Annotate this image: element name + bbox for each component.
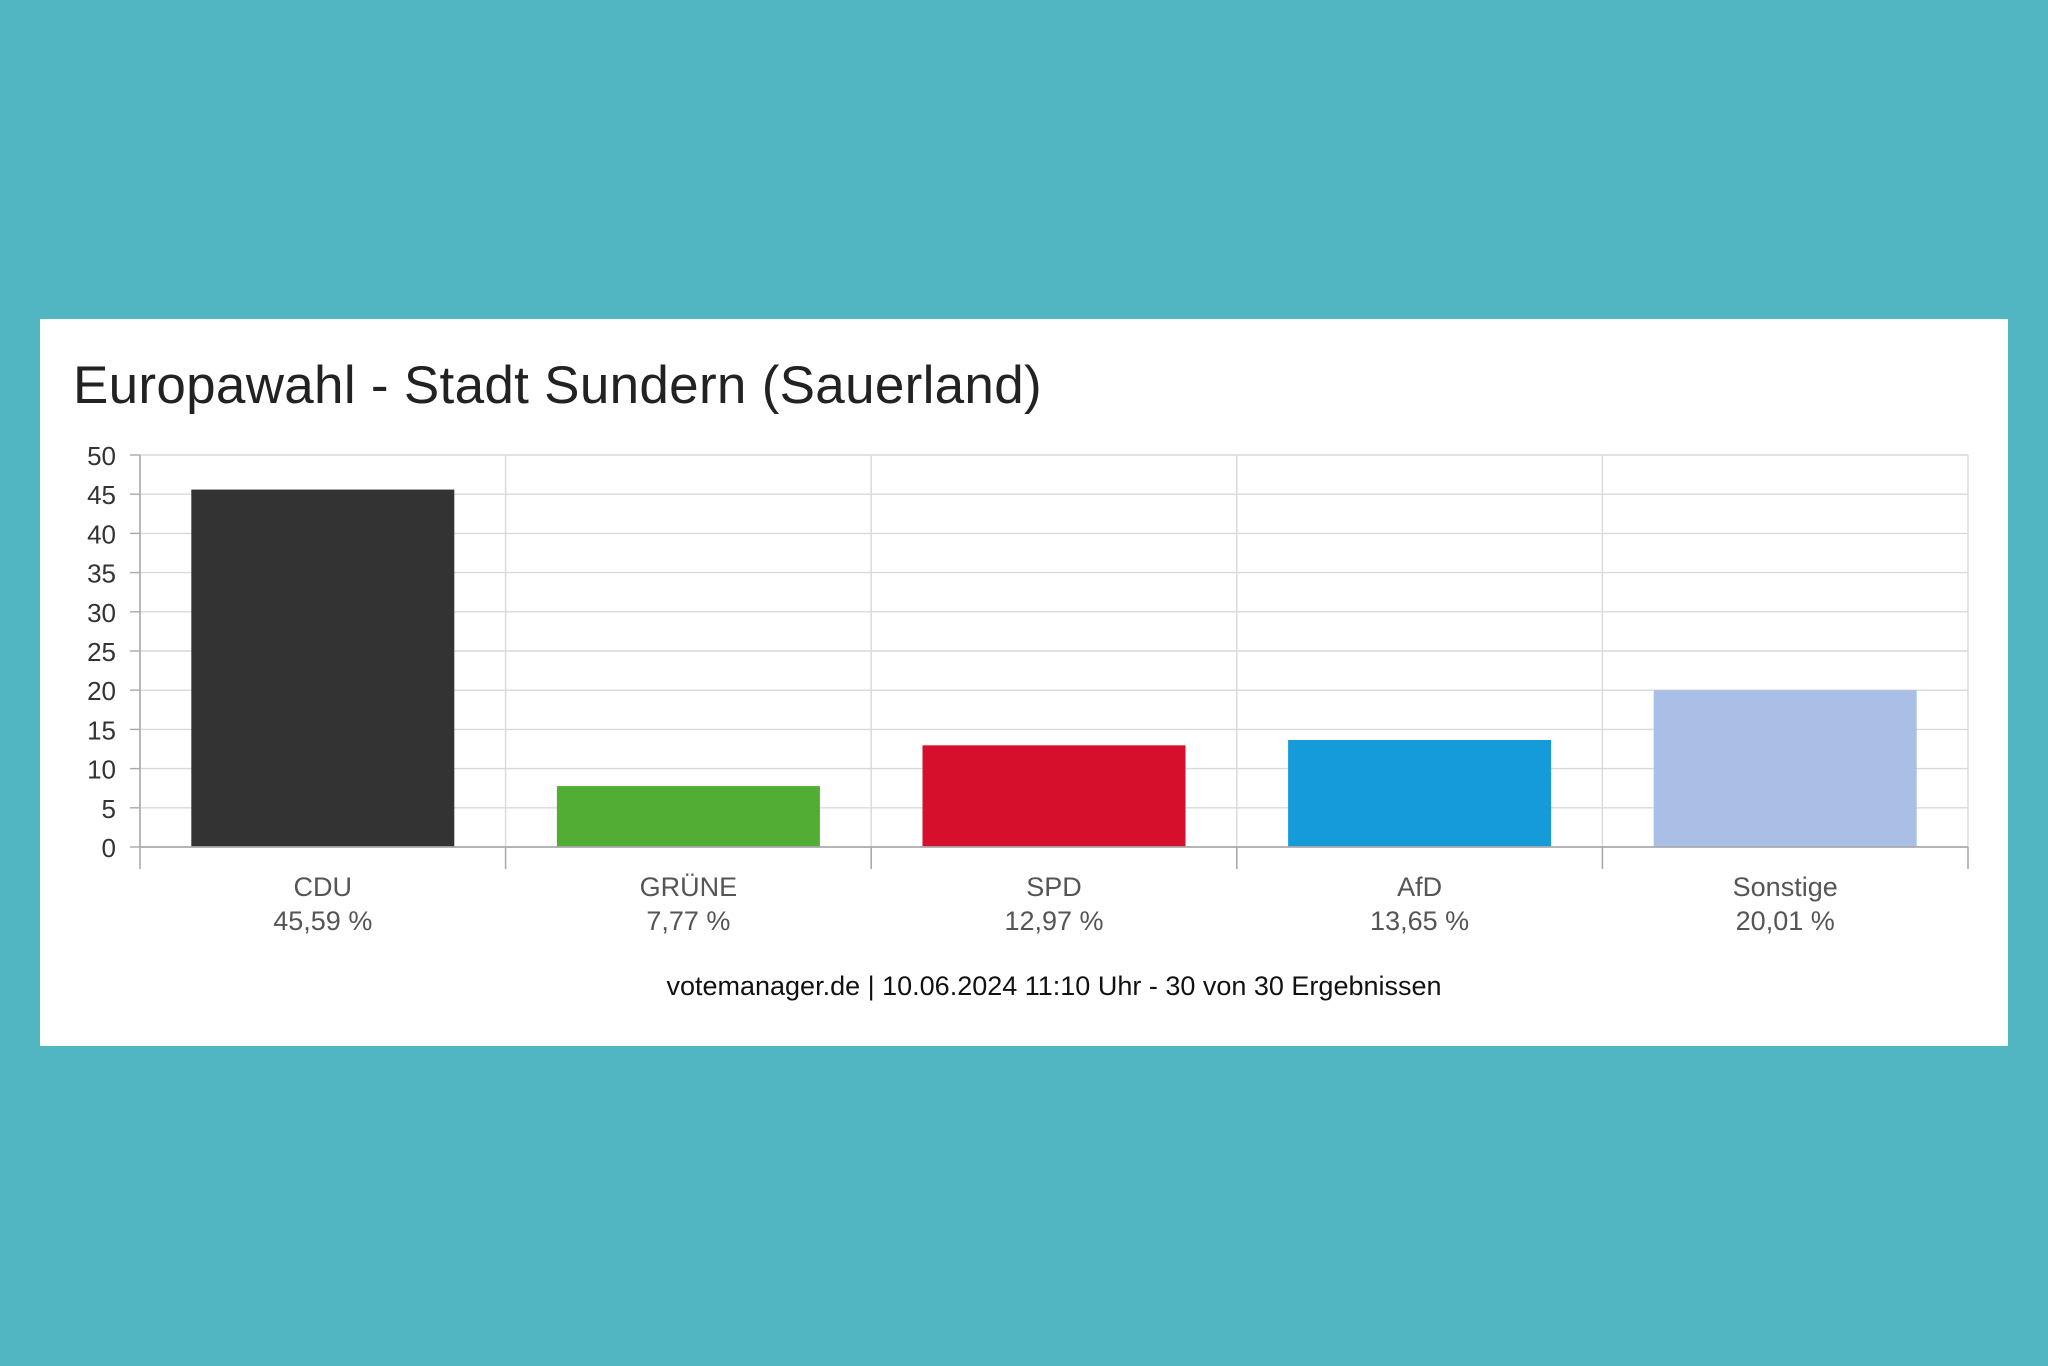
chart-card: Europawahl - Stadt Sundern (Sauerland) 0… bbox=[40, 319, 2008, 1046]
category-label: CDU bbox=[294, 872, 353, 902]
source-footer: votemanager.de | 10.06.2024 11:10 Uhr - … bbox=[666, 971, 1442, 1001]
y-tick-label: 30 bbox=[87, 598, 116, 628]
category-label: GRÜNE bbox=[640, 872, 738, 902]
category-label: Sonstige bbox=[1733, 872, 1838, 902]
bar-cdu bbox=[191, 489, 455, 847]
chart-title: Europawahl - Stadt Sundern (Sauerland) bbox=[73, 356, 1042, 415]
bar-chart: 0 5 10 15 20 25 30 35 40 45 50 CDU 45,59 % GRÜNE 7,77 … bbox=[87, 441, 1969, 936]
value-label: 12,97 % bbox=[1004, 906, 1103, 936]
y-tick-label: 50 bbox=[87, 441, 116, 471]
y-tick-label: 10 bbox=[87, 755, 116, 785]
y-tick-label: 5 bbox=[102, 794, 116, 824]
bar-gr-ne bbox=[556, 786, 820, 847]
y-tick-label: 45 bbox=[87, 480, 116, 510]
bar-spd bbox=[922, 745, 1186, 847]
bar-afd bbox=[1288, 739, 1552, 847]
value-label: 20,01 % bbox=[1736, 906, 1835, 936]
value-label: 45,59 % bbox=[273, 906, 372, 936]
category-label: AfD bbox=[1397, 872, 1442, 902]
y-tick-label: 15 bbox=[87, 715, 116, 745]
y-tick-label: 25 bbox=[87, 637, 116, 667]
category-label: SPD bbox=[1026, 872, 1082, 902]
value-label: 13,65 % bbox=[1370, 906, 1469, 936]
y-tick-label: 35 bbox=[87, 559, 116, 589]
value-label: 7,77 % bbox=[646, 906, 730, 936]
y-tick-label: 40 bbox=[87, 519, 116, 549]
bar-sonstige bbox=[1653, 690, 1917, 847]
y-tick-label: 20 bbox=[87, 676, 116, 706]
y-tick-label: 0 bbox=[102, 833, 116, 863]
